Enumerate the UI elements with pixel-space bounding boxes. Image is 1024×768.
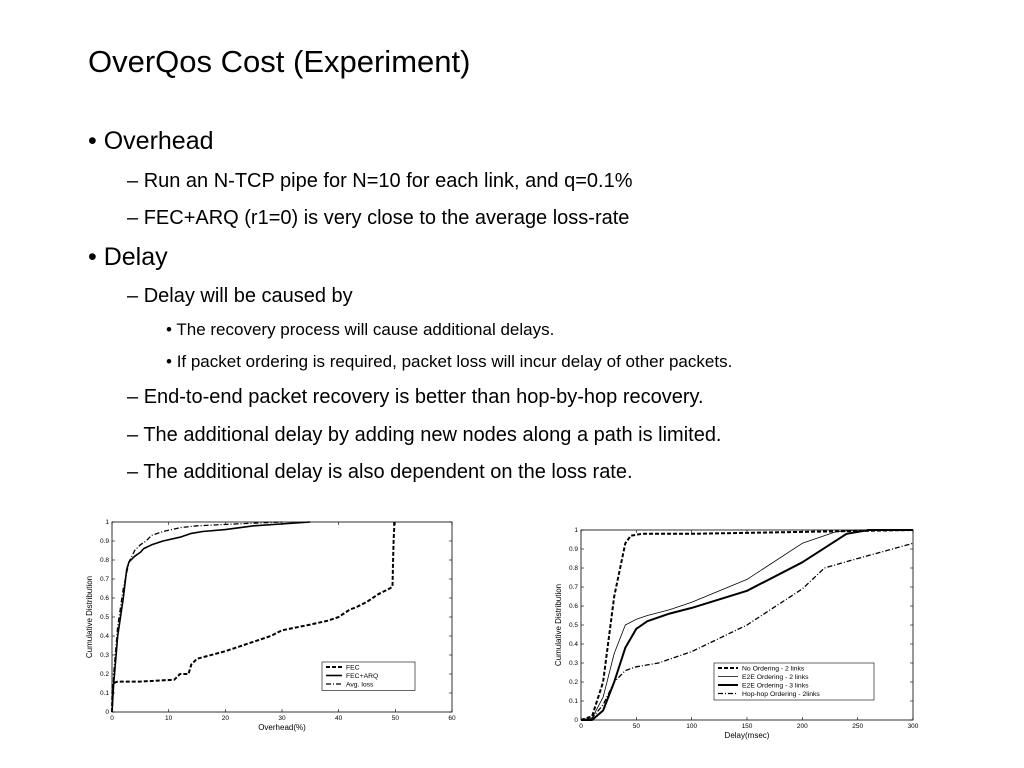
y-tick-label: 0.6 [100, 595, 109, 602]
dash-marker: – [127, 461, 139, 483]
y-tick-label: 0.6 [569, 603, 578, 610]
bullet-overhead: • Overhead [88, 129, 214, 154]
y-tick-label: 0.9 [569, 546, 578, 553]
legend-label: FEC+ARQ [346, 673, 378, 680]
series-line [581, 529, 913, 721]
dash-marker: – [127, 285, 139, 307]
series-line [580, 529, 914, 721]
legend-label: E2E Ordering - 3 links [742, 682, 809, 689]
series-line [580, 542, 914, 721]
legend-box [713, 662, 875, 701]
x-tick-label: 0 [579, 723, 583, 730]
x-tick-label: 20 [222, 715, 230, 722]
x-tick-label: 50 [392, 715, 400, 722]
subbullet-text: Delay will be caused by [143, 285, 353, 307]
legend-label: E2E Ordering - 2 links [742, 674, 809, 681]
subsubbullet-text: The recovery process will cause addition… [176, 320, 555, 339]
x-tick-label: 10 [165, 715, 173, 722]
y-tick-label: 0.9 [100, 538, 109, 545]
delay-cdf-chart: 0 50 100 150 200 250 300 0 0.1 0.2 0.3 0.4 0.5 0.6 0.7… [554, 527, 919, 740]
subbullet-text: Run an N-TCP pipe for N=10 for each link… [143, 170, 633, 192]
y-tick-label: 0.1 [100, 690, 109, 697]
series-line [580, 529, 913, 721]
dash-marker: – [127, 207, 139, 229]
dash-marker: – [127, 386, 139, 408]
subbullet-end-to-end: – End-to-end packet recovery is better t… [127, 387, 704, 407]
legend-label: Hop-hop Ordering - 2links [742, 691, 820, 698]
y-tick-label: 1 [105, 519, 109, 526]
subbullet-new-nodes: – The additional delay by adding new nod… [127, 425, 722, 445]
slide-title: OverQos Cost (Experiment) [88, 44, 471, 79]
bullet-text: Delay [103, 243, 168, 271]
bullet-marker: • [166, 352, 172, 371]
subsubbullet-ordering: • If packet ordering is required, packet… [166, 353, 732, 370]
x-tick-label: 300 [908, 723, 919, 730]
x-tick-label: 250 [852, 723, 863, 730]
x-axis-label: Overhead(%) [258, 723, 306, 732]
subbullet-delay-caused: – Delay will be caused by [127, 286, 353, 306]
x-tick-label: 60 [448, 715, 456, 722]
bullet-marker: • [88, 243, 97, 271]
x-axis-label: Delay(msec) [725, 731, 770, 740]
overhead-cdf-chart: 0 10 20 30 40 50 60 0 0.1 0.2 0.3 0.4 0.5 0.6 0.7 0.8 0.… [85, 519, 456, 732]
y-axis-label: Cumulative Distribution [554, 584, 563, 666]
legend-label: No Ordering - 2 links [742, 665, 805, 672]
subsubbullet-text: If packet ordering is required, packet l… [176, 352, 733, 371]
y-tick-label: 0.3 [100, 652, 109, 659]
y-tick-label: 0 [574, 717, 578, 724]
x-tick-label: 100 [686, 723, 697, 730]
y-tick-label: 0.8 [100, 557, 109, 564]
subbullet-fec-arq: – FEC+ARQ (r1=0) is very close to the av… [127, 208, 629, 228]
bullet-delay: • Delay [88, 245, 168, 270]
y-tick-label: 0.7 [569, 584, 578, 591]
bullet-marker: • [166, 320, 172, 339]
x-tick-label: 0 [110, 715, 114, 722]
legend-label: Avg. loss [346, 681, 374, 688]
subbullet-loss-rate: – The additional delay is also dependent… [127, 462, 633, 482]
y-tick-label: 0.1 [569, 698, 578, 705]
subbullet-ntcp-pipe: – Run an N-TCP pipe for N=10 for each li… [127, 171, 633, 191]
series-line [111, 521, 311, 713]
x-tick-label: 40 [335, 715, 343, 722]
subbullet-text: FEC+ARQ (r1=0) is very close to the aver… [143, 207, 630, 229]
y-axis-label: Cumulative Distribution [85, 576, 94, 658]
y-tick-label: 0.2 [569, 679, 578, 686]
x-tick-label: 50 [633, 723, 641, 730]
y-tick-label: 0.2 [100, 671, 109, 678]
y-tick-label: 0.3 [569, 660, 578, 667]
y-tick-label: 0.4 [100, 633, 109, 640]
x-tick-label: 150 [742, 723, 753, 730]
bullet-text: Overhead [103, 127, 214, 155]
x-tick-label: 200 [797, 723, 808, 730]
y-tick-label: 0.7 [100, 576, 109, 583]
y-tick-label: 1 [574, 527, 578, 534]
subbullet-text: The additional delay by adding new nodes… [143, 424, 722, 446]
subsubbullet-recovery: • The recovery process will cause additi… [166, 321, 554, 338]
bullet-marker: • [88, 127, 97, 155]
x-tick-label: 30 [278, 715, 286, 722]
y-tick-label: 0 [105, 709, 109, 716]
y-tick-label: 0.5 [100, 614, 109, 621]
y-tick-label: 0.5 [569, 622, 578, 629]
legend-label: FEC [346, 664, 360, 671]
y-tick-label: 0.8 [569, 565, 578, 572]
dash-marker: – [127, 170, 139, 192]
dash-marker: – [127, 424, 139, 446]
y-tick-label: 0.4 [569, 641, 578, 648]
series-line [111, 521, 283, 713]
subbullet-text: End-to-end packet recovery is better tha… [143, 386, 704, 408]
series-line [111, 522, 396, 713]
subbullet-text: The additional delay is also dependent o… [143, 461, 633, 483]
